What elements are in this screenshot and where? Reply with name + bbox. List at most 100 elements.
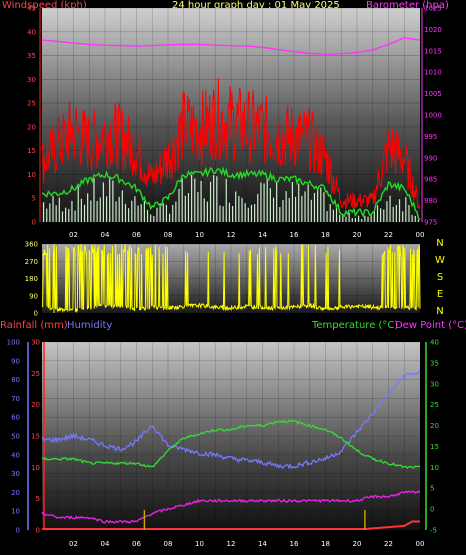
baro-y-tick-label: 980 (424, 197, 437, 205)
x-tick-label: 22 (384, 231, 393, 239)
direction-y-tick-label: 270 (25, 258, 38, 266)
compass-label: N (436, 306, 443, 317)
x-tick-label: 06 (132, 231, 141, 239)
rain-y-tick-label: 0 (36, 527, 40, 535)
wind-y-tick-label: 40 (27, 28, 36, 36)
x-tick-label: 08 (164, 540, 173, 548)
compass-label: E (437, 289, 443, 300)
barometer-series (41, 37, 421, 55)
baro-y-tick-label: 1005 (424, 90, 442, 98)
baro-y-tick-label: 1025 (424, 5, 442, 13)
humidity-y-tick-label: 10 (11, 508, 20, 516)
rain-y-tick-label: 30 (31, 339, 40, 347)
wind-y-tick-label: 25 (27, 100, 36, 108)
wind-y-tick-label: 45 (27, 5, 36, 13)
temp-y-tick-label: 15 (430, 443, 439, 451)
temp-y-tick-label: -5 (430, 527, 437, 535)
temperature-axis-label: Temperature (°C) (312, 320, 399, 331)
x-tick-label: 16 (290, 231, 299, 239)
x-tick-label: 04 (101, 540, 110, 548)
direction-y-tick-label: 180 (25, 275, 38, 283)
baro-y-tick-label: 975 (424, 219, 437, 227)
direction-y-tick-label: 0 (34, 310, 38, 318)
x-tick-label: 12 (227, 540, 236, 548)
direction-y-tick-label: 90 (29, 292, 38, 300)
direction-series (41, 244, 421, 314)
wind-y-tick-label: 15 (27, 147, 36, 155)
x-tick-label: 00 (416, 540, 425, 548)
baro-y-tick-label: 1015 (424, 47, 442, 55)
baro-y-tick-label: 1010 (424, 69, 442, 77)
humidity-y-tick-label: 0 (16, 527, 20, 535)
temp-y-tick-label: 35 (430, 359, 439, 367)
temp-panel-bg (42, 342, 420, 530)
rainfall-series (42, 520, 420, 530)
rain-y-tick-label: 10 (31, 464, 40, 472)
x-tick-label: 04 (101, 231, 110, 239)
wind-y-tick-label: 20 (27, 123, 36, 131)
wind-y-tick-label: 35 (27, 52, 36, 60)
baro-y-tick-label: 990 (424, 154, 437, 162)
x-tick-label: 06 (132, 540, 141, 548)
rain-y-tick-label: 15 (31, 433, 40, 441)
x-tick-label: 02 (69, 231, 78, 239)
x-tick-label: 20 (353, 540, 362, 548)
x-tick-label: 00 (416, 231, 425, 239)
rain-y-tick-label: 20 (31, 401, 40, 409)
baro-y-tick-label: 1020 (424, 26, 442, 34)
dewpoint-series (41, 490, 421, 524)
x-tick-label: 18 (321, 231, 330, 239)
temperature-series (41, 419, 421, 469)
temp-y-tick-label: 30 (430, 380, 439, 388)
x-tick-label: 14 (258, 231, 267, 239)
temp-y-tick-label: 20 (430, 422, 439, 430)
x-tick-label: 22 (384, 540, 393, 548)
x-tick-label: 02 (69, 540, 78, 548)
humidity-y-tick-label: 60 (11, 414, 20, 422)
humidity-y-tick-label: 100 (7, 339, 20, 347)
direction-y-tick-label: 360 (25, 241, 38, 249)
x-tick-label: 10 (195, 540, 204, 548)
temp-y-tick-label: 40 (430, 339, 439, 347)
x-tick-label: 16 (290, 540, 299, 548)
wind-y-tick-label: 0 (32, 219, 36, 227)
baro-y-tick-label: 995 (424, 133, 437, 141)
humidity-y-tick-label: 30 (11, 470, 20, 478)
humidity-y-tick-label: 20 (11, 489, 20, 497)
humidity-y-tick-label: 50 (11, 433, 20, 441)
chart-title: 24 hour graph day : 01 May 2025 (172, 0, 340, 11)
baro-y-tick-label: 1000 (424, 112, 442, 120)
windspeed-axis-label: Windspeed (kph) (2, 0, 87, 11)
rain-y-tick-label: 25 (31, 370, 40, 378)
compass-label: W (435, 255, 445, 266)
humidity-axis-label: Humidity (67, 320, 113, 331)
wind-max-series (41, 78, 421, 210)
wind-y-tick-label: 5 (32, 195, 36, 203)
baro-y-tick-label: 985 (424, 176, 437, 184)
x-tick-label: 18 (321, 540, 330, 548)
humidity-y-tick-label: 70 (11, 395, 20, 403)
humidity-y-tick-label: 80 (11, 376, 20, 384)
humidity-series (41, 370, 421, 470)
x-tick-label: 12 (227, 231, 236, 239)
temp-y-tick-label: 10 (430, 464, 439, 472)
x-tick-label: 10 (195, 231, 204, 239)
wind-y-tick-label: 30 (27, 76, 36, 84)
humidity-y-tick-label: 90 (11, 357, 20, 365)
rainfall-axis-label: Rainfall (mm) (0, 320, 68, 331)
dewpoint-axis-label: Dew Point (°C) (395, 320, 466, 331)
temp-y-tick-label: 5 (430, 485, 434, 493)
x-tick-label: 20 (353, 231, 362, 239)
compass-label: N (436, 238, 443, 249)
temp-y-tick-label: 0 (430, 506, 434, 514)
humidity-y-tick-label: 40 (11, 451, 20, 459)
barometer-axis-label: Barometer (hpa) (366, 0, 449, 11)
wind-y-tick-label: 10 (27, 171, 36, 179)
x-tick-label: 08 (164, 231, 173, 239)
compass-label: S (437, 272, 443, 283)
temp-y-tick-label: 25 (430, 401, 439, 409)
rain-y-tick-label: 5 (36, 495, 40, 503)
wind-avg-series (41, 166, 421, 221)
x-tick-label: 14 (258, 540, 267, 548)
